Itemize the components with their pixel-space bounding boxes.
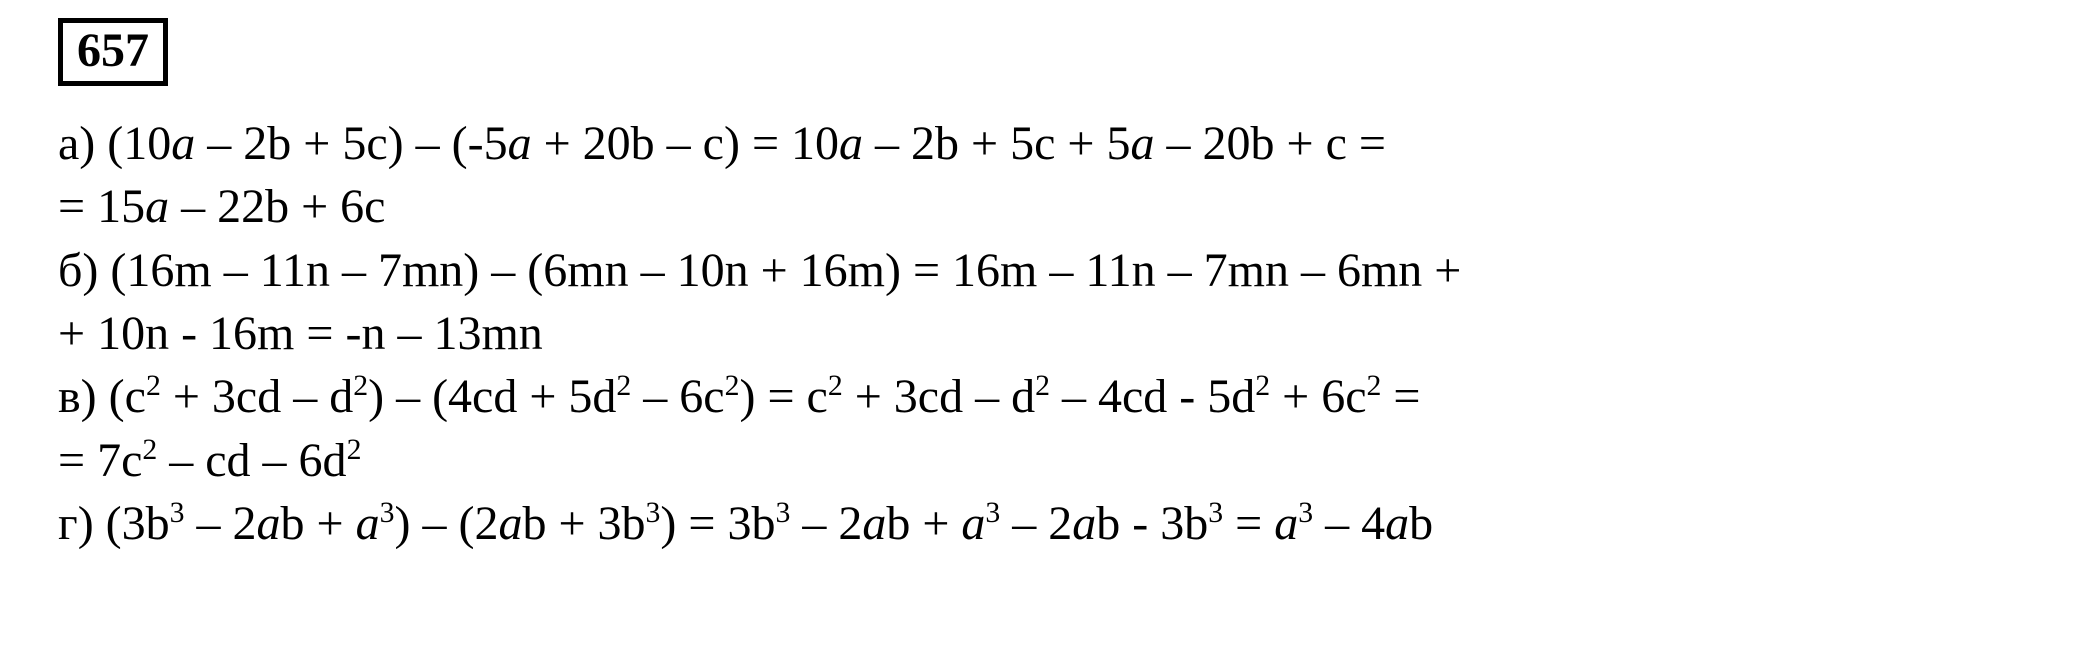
math-exercise-page: 657 а) (10a – 2b + 5c) – (-5a + 20b – c)…	[0, 0, 2082, 661]
part-a-line2: = 15a – 22b + 6c	[58, 175, 2082, 238]
part-g-line1: г) (3b3 – 2ab + a3) – (2ab + 3b3) = 3b3 …	[58, 492, 2082, 555]
part-v-line2: = 7c2 – cd – 6d2	[58, 429, 2082, 492]
part-b-line1: б) (16m – 11n – 7mn) – (6mn – 10n + 16m)…	[58, 239, 2082, 302]
part-a-line1: а) (10a – 2b + 5c) – (-5a + 20b – c) = 1…	[58, 112, 2082, 175]
part-b-line2: + 10n - 16m = -n – 13mn	[58, 302, 2082, 365]
solutions-block: а) (10a – 2b + 5c) – (-5a + 20b – c) = 1…	[58, 112, 2082, 556]
part-v-line1: в) (c2 + 3cd – d2) – (4cd + 5d2 – 6c2) =…	[58, 365, 2082, 428]
problem-number-box: 657	[58, 18, 168, 86]
